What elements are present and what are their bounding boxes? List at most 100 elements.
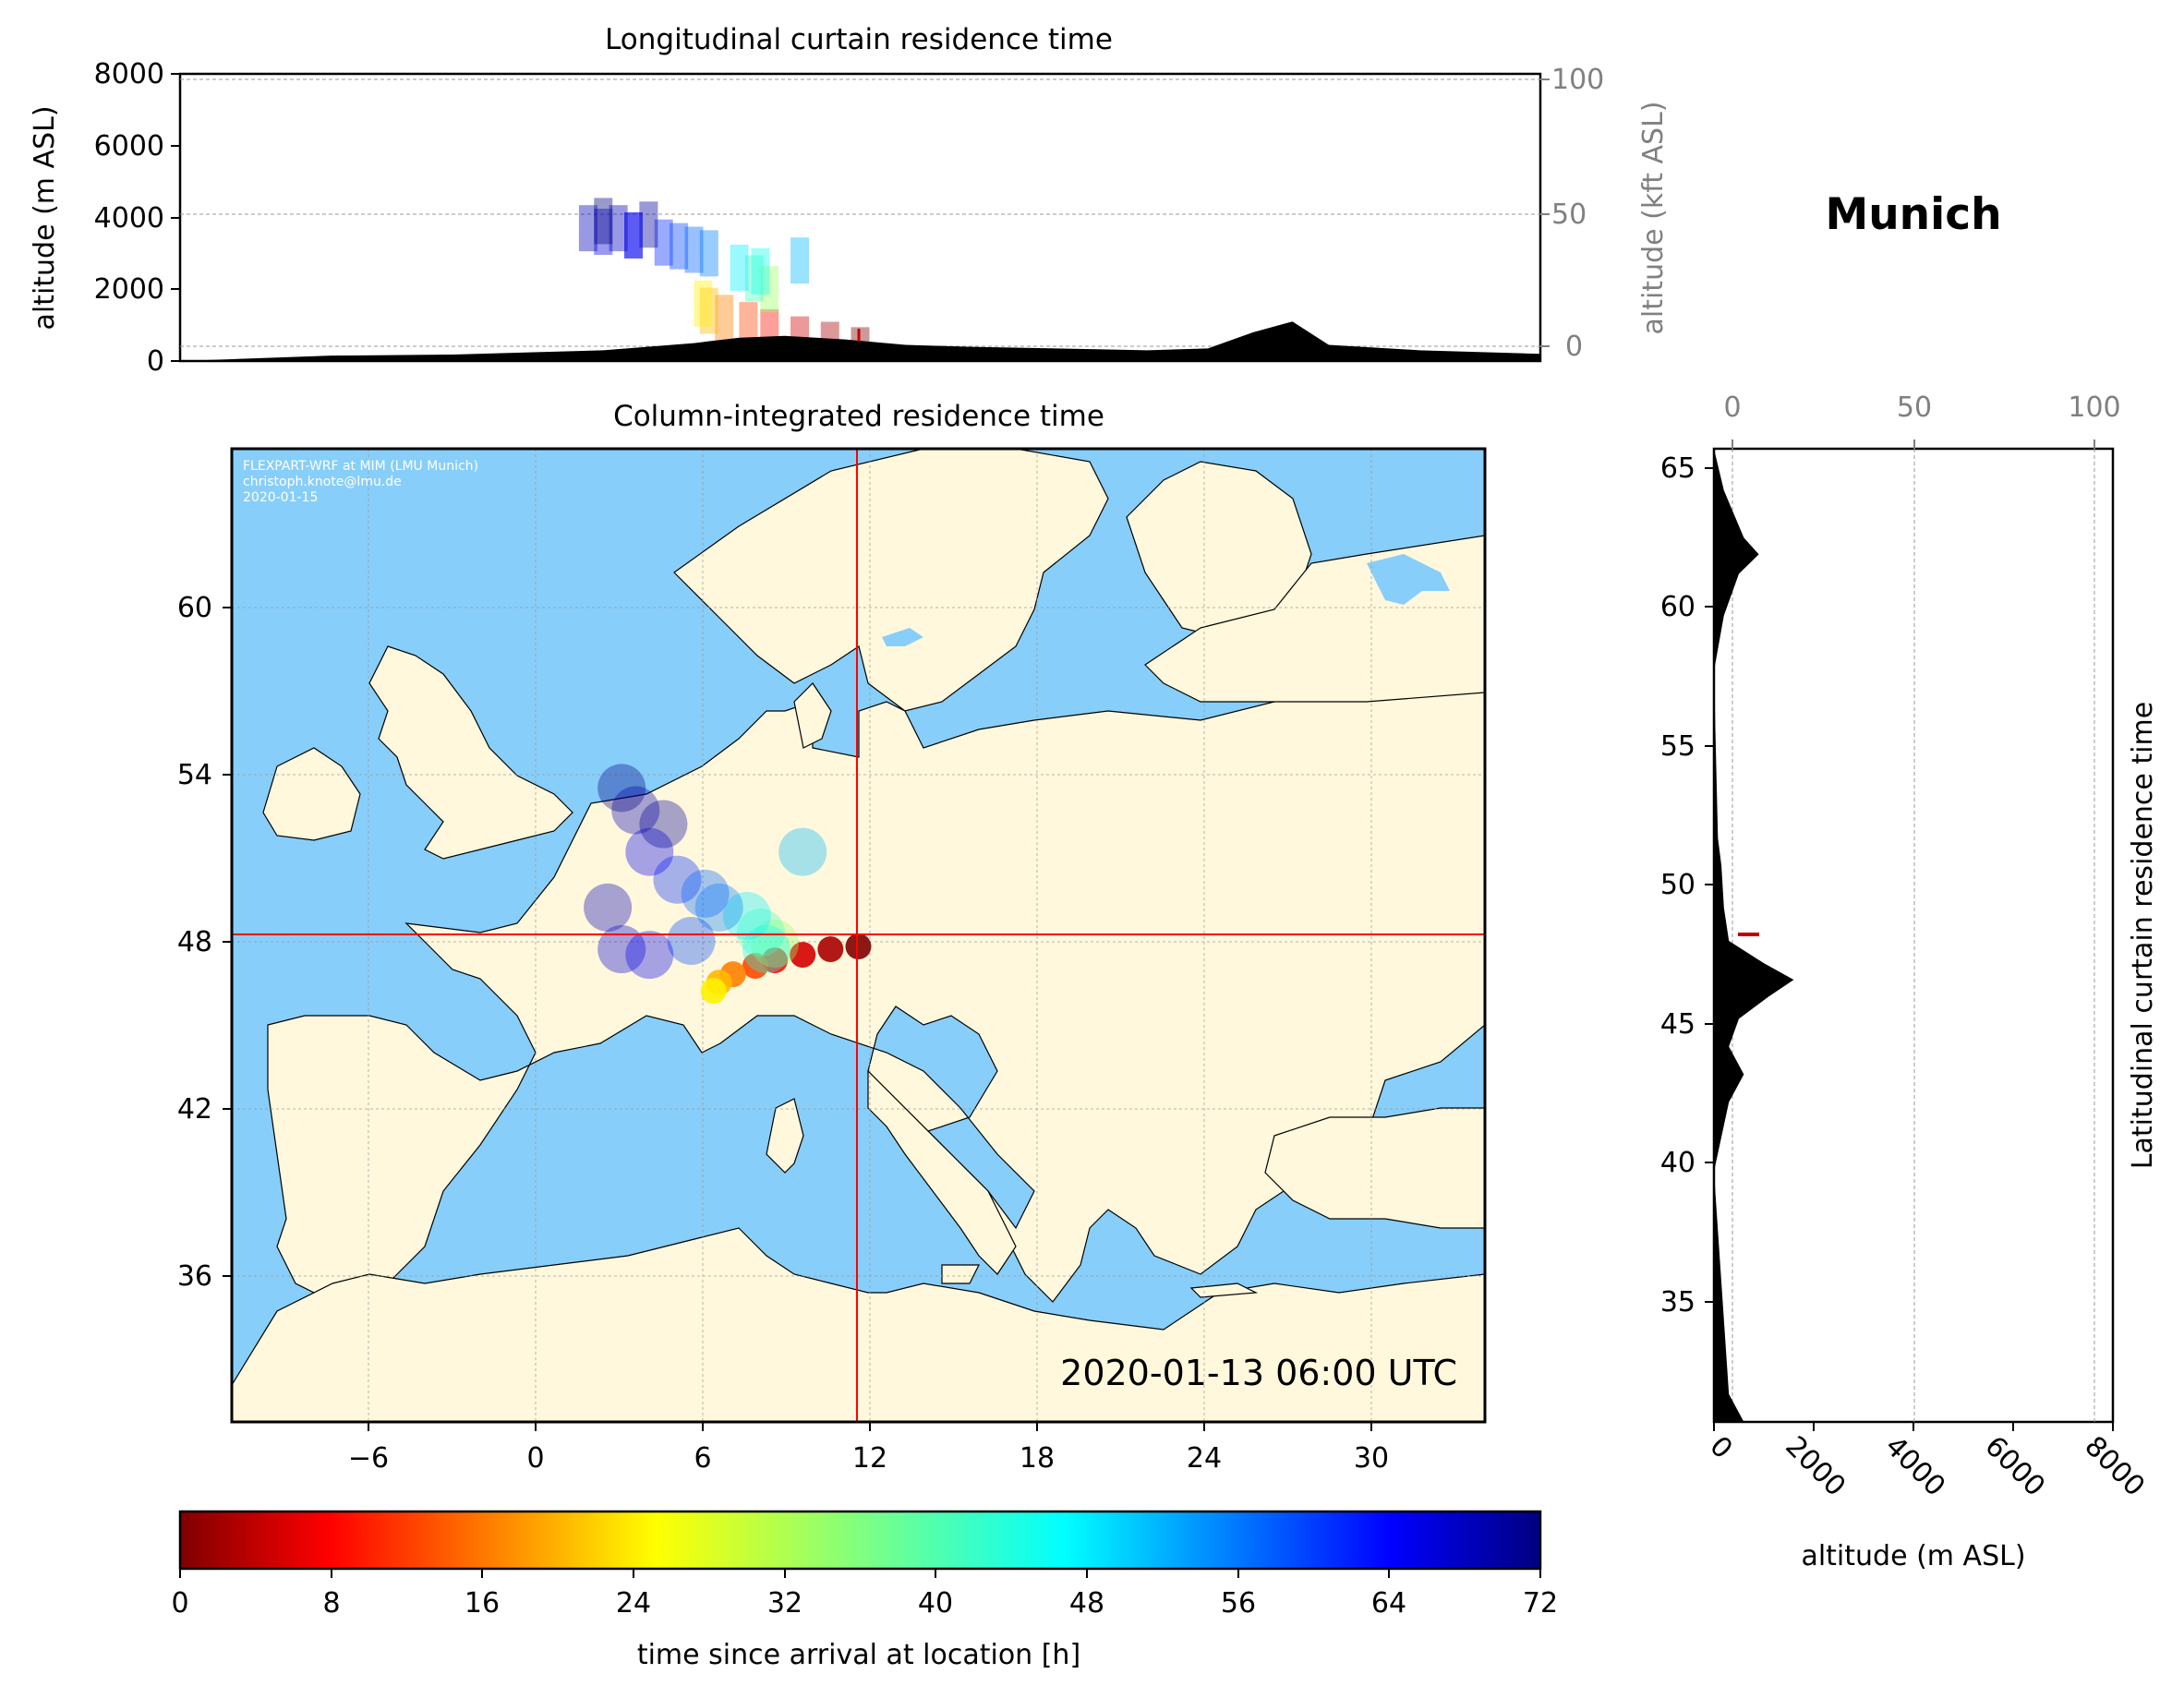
watermark: FLEXPART-WRF at MIM (LMU Munich) christo… [243, 459, 478, 505]
long-plume-cell [624, 211, 643, 259]
long-plume-cell [730, 244, 749, 291]
cbar-tick-24: 24 [616, 1587, 651, 1620]
colorbar-label: time since arrival at location [h] [637, 1639, 1080, 1671]
plume-cell [736, 908, 785, 957]
lat-xtick-6000: 6000 [1978, 1430, 2051, 1503]
long-plume-cell [739, 302, 758, 349]
cbar-tick-32: 32 [767, 1587, 802, 1620]
lake-ladoga [1367, 554, 1450, 605]
long-plume-cell [639, 201, 658, 248]
sicily [941, 1264, 980, 1284]
long-plume-cell [594, 209, 613, 256]
plume-cell [700, 978, 727, 1005]
plume-cell [584, 883, 633, 932]
map-panel: Column-integrated residence time [177, 400, 1487, 1475]
latitudinal-xlabel: altitude (m ASL) [1801, 1540, 2025, 1572]
cbar-tick-8: 8 [322, 1587, 340, 1620]
map-xtick-24: 24 [1187, 1442, 1222, 1475]
map-xtick-18: 18 [1020, 1442, 1055, 1475]
timestamp-label: 2020-01-13 06:00 UTC [1060, 1353, 1457, 1393]
lat-ytick-50: 50 [1660, 869, 1695, 901]
land-masses [232, 449, 1485, 1422]
long-plume-cell [670, 223, 689, 270]
plume-cell [625, 931, 674, 980]
continental-europe [267, 682, 1485, 1303]
lat-ytick-35: 35 [1660, 1286, 1695, 1319]
latitudinal-terrain [1714, 449, 1794, 1422]
longitudinal-panel: Longitudinal curtain residence time 0 20… [29, 23, 1670, 378]
longitudinal-y-axis: 0 2000 4000 6000 8000 [94, 58, 180, 378]
map-xtick-12: 12 [852, 1442, 887, 1475]
long-plume-cell [609, 205, 628, 252]
plume-cell [667, 917, 716, 966]
long-ytick-8000: 8000 [94, 58, 164, 90]
corsica-sardinia [766, 1098, 804, 1174]
long-plume-cell [751, 247, 770, 295]
plume-cell [639, 800, 688, 849]
longitudinal-plume [578, 198, 870, 361]
cbar-tick-0: 0 [171, 1587, 188, 1620]
crete [1189, 1283, 1259, 1298]
colorbar-ticks: 0 8 16 24 32 40 48 56 64 72 [171, 1569, 1558, 1620]
lat-xtick-4000: 4000 [1878, 1430, 1951, 1503]
plume-cell [694, 883, 743, 932]
plume-cell [742, 953, 768, 980]
map-frame [230, 447, 1487, 1424]
long-plume-cell [699, 230, 718, 277]
longitudinal-frame [178, 72, 1542, 363]
long-y2tick-100: 100 [1551, 64, 1604, 96]
colorbar: 0 8 16 24 32 40 48 56 64 72 time since a… [171, 1510, 1558, 1671]
cbar-tick-64: 64 [1371, 1587, 1406, 1620]
map-xtick-6: 6 [694, 1442, 711, 1475]
map-xtick-0: 0 [526, 1442, 544, 1475]
long-plume-cell [715, 295, 734, 342]
watermark-line-1: FLEXPART-WRF at MIM (LMU Munich) [243, 459, 478, 474]
long-ytick-0: 0 [147, 345, 164, 378]
latitudinal-top-axis: 0 50 100 [1723, 391, 2121, 449]
map-xtick-30: 30 [1354, 1442, 1389, 1475]
map-ytick-60: 60 [177, 592, 212, 624]
lat-ytick-40: 40 [1660, 1147, 1695, 1179]
long-plume-cell [624, 211, 643, 259]
latitudinal-panel: 0 50 100 35 40 45 50 55 60 65 0 [1660, 391, 2159, 1572]
map-xtick-m6: −6 [348, 1442, 389, 1475]
plume-cell [845, 933, 872, 960]
plume-cell [742, 925, 790, 974]
denmark [793, 682, 832, 749]
scandinavia [673, 449, 1109, 712]
longitudinal-y2-axis: 0 50 100 [1540, 64, 1604, 363]
long-plume-cell [744, 255, 764, 302]
cbar-tick-72: 72 [1523, 1587, 1558, 1620]
long-plume-cell [684, 226, 704, 273]
cbar-tick-56: 56 [1221, 1587, 1256, 1620]
map-title: Column-integrated residence time [613, 400, 1104, 433]
map-ytick-54: 54 [177, 759, 212, 791]
location-title: Munich [1825, 189, 2001, 240]
plume-residence-cloud [584, 764, 872, 1005]
latitudinal-bottom-axis: 0 2000 4000 6000 8000 [1703, 1422, 2151, 1503]
plume-cell [625, 827, 674, 876]
turkey [1264, 1107, 1485, 1229]
lat-toptick-50: 50 [1897, 391, 1932, 424]
latitudinal-gridlines [1732, 449, 2095, 1422]
italy [867, 1069, 1017, 1275]
lat-xtick-0: 0 [1703, 1430, 1738, 1465]
watermark-line-3: 2020-01-15 [243, 490, 318, 505]
long-ytick-4000: 4000 [94, 202, 164, 235]
plume-cell [722, 891, 771, 940]
long-plume-cell [594, 198, 613, 245]
long-plume-cell [790, 237, 810, 284]
cbar-tick-16: 16 [465, 1587, 500, 1620]
map-x-axis: −6 0 6 12 18 24 30 [348, 1422, 1389, 1475]
long-plume-cell [578, 205, 597, 252]
map-y-axis: 36 42 48 54 60 [177, 592, 232, 1293]
plume-cell [790, 942, 816, 969]
map-ytick-36: 36 [177, 1260, 212, 1293]
plume-cell [751, 920, 800, 969]
plume-cell [681, 869, 730, 918]
long-ytick-2000: 2000 [94, 273, 164, 306]
latitudinal-frame [1712, 447, 2115, 1424]
lat-toptick-100: 100 [2068, 391, 2120, 424]
long-plume-cell [760, 266, 779, 313]
